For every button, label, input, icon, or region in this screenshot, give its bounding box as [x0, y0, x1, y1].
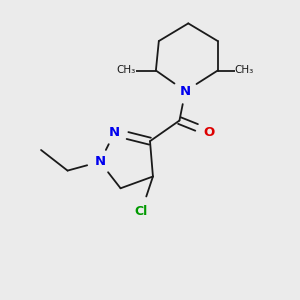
Text: N: N [109, 126, 120, 139]
Text: Cl: Cl [134, 205, 148, 218]
Text: CH₃: CH₃ [235, 65, 254, 76]
Text: N: N [94, 155, 106, 168]
Text: CH₃: CH₃ [117, 65, 136, 76]
Text: N: N [180, 85, 191, 98]
Text: O: O [203, 126, 214, 139]
